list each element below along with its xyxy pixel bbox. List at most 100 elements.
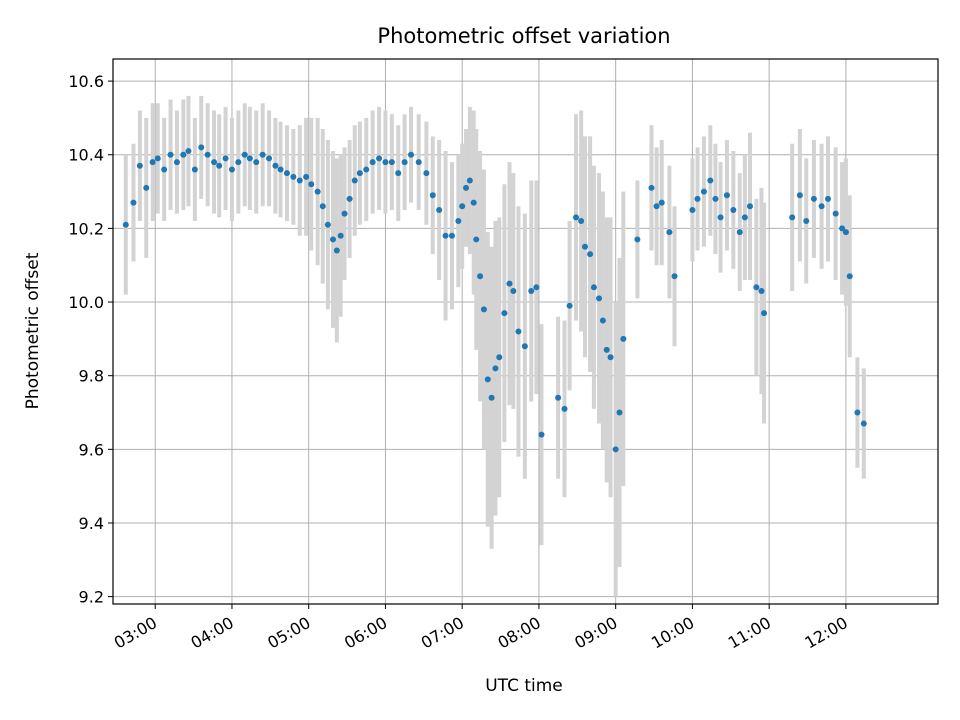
data-point	[578, 218, 585, 225]
data-point	[561, 405, 568, 412]
data-point	[216, 162, 223, 169]
data-point	[730, 206, 737, 213]
data-point	[330, 236, 336, 243]
data-point	[303, 173, 310, 180]
data-point	[717, 214, 724, 221]
data-point	[324, 221, 331, 228]
data-point	[149, 159, 156, 166]
data-point	[480, 306, 487, 313]
x-tick-label: 04:00	[188, 613, 237, 653]
data-point	[228, 166, 235, 173]
data-point	[573, 214, 580, 221]
chart-title: Photometric offset variation	[377, 24, 670, 48]
data-point	[712, 195, 719, 202]
data-point	[122, 221, 129, 228]
data-point	[191, 166, 198, 173]
data-point	[448, 232, 455, 239]
x-tick-label: 07:00	[418, 613, 467, 653]
plot-frame	[112, 58, 939, 605]
y-axis: 9.2 9.4 9.6 9.8 10.0 10.2 10.4 10.6	[68, 72, 113, 607]
data-point	[796, 192, 803, 199]
data-point	[296, 177, 303, 184]
data-point	[839, 225, 846, 232]
data-point	[376, 155, 383, 162]
data-point	[173, 159, 180, 166]
x-axis-label: UTC time	[485, 676, 563, 696]
data-point	[616, 409, 623, 416]
data-point	[429, 192, 436, 199]
data-point	[789, 214, 796, 221]
data-point	[620, 335, 627, 342]
data-point	[319, 203, 326, 210]
data-point	[607, 354, 614, 361]
error-bars	[123, 95, 866, 597]
x-tick-label: 03:00	[111, 613, 160, 653]
data-point	[854, 409, 861, 416]
data-point	[198, 144, 205, 151]
data-point	[473, 236, 480, 243]
data-point	[653, 203, 660, 210]
data-point	[369, 159, 376, 166]
x-tick-label: 05:00	[264, 613, 313, 653]
data-point	[272, 162, 279, 169]
data-point	[689, 206, 696, 213]
data-point	[492, 365, 499, 372]
data-point	[803, 218, 810, 225]
x-tick-label: 12:00	[801, 613, 850, 653]
data-point	[860, 420, 867, 427]
data-point	[180, 151, 187, 158]
data-point	[436, 206, 443, 213]
data-point	[167, 151, 174, 158]
data-point	[506, 280, 513, 287]
y-tick-label: 9.4	[79, 514, 104, 533]
data-point	[130, 199, 137, 206]
data-point	[825, 195, 831, 202]
data-point	[533, 284, 540, 291]
data-point	[528, 287, 535, 294]
x-tick-label: 08:00	[494, 613, 543, 653]
data-point	[648, 184, 655, 191]
data-point	[753, 284, 760, 291]
data-point	[290, 173, 297, 180]
data-point	[707, 177, 714, 184]
data-point	[477, 273, 484, 280]
data-point	[818, 203, 825, 210]
data-point	[634, 236, 641, 243]
data-point	[521, 343, 528, 350]
y-tick-label: 10.6	[68, 72, 104, 91]
data-point	[241, 151, 248, 158]
data-point	[455, 218, 462, 225]
data-point	[758, 287, 765, 294]
data-point	[388, 159, 395, 166]
data-point	[596, 295, 603, 302]
data-point	[496, 354, 503, 361]
data-point	[488, 394, 495, 401]
data-point	[746, 203, 753, 210]
data-point	[590, 284, 597, 291]
y-axis-label: Photometric offset	[23, 252, 43, 409]
data-point	[185, 148, 192, 155]
data-point	[341, 210, 348, 217]
data-point	[333, 247, 340, 254]
data-point	[415, 159, 422, 166]
data-point	[510, 287, 517, 294]
data-point	[694, 195, 701, 202]
data-point	[463, 184, 470, 191]
data-point	[566, 302, 573, 309]
data-point	[395, 170, 402, 177]
data-point	[587, 251, 594, 258]
data-point	[222, 155, 229, 162]
data-point	[470, 199, 477, 206]
data-point	[612, 446, 619, 453]
data-point	[666, 229, 673, 236]
data-point	[283, 170, 290, 177]
data-point	[846, 273, 853, 280]
x-tick-label: 11:00	[725, 613, 774, 653]
data-point	[459, 203, 466, 210]
data-point	[484, 376, 491, 383]
data-point	[346, 195, 353, 202]
data-point	[382, 159, 389, 166]
data-point	[235, 159, 242, 166]
y-tick-label: 10.0	[68, 293, 104, 312]
